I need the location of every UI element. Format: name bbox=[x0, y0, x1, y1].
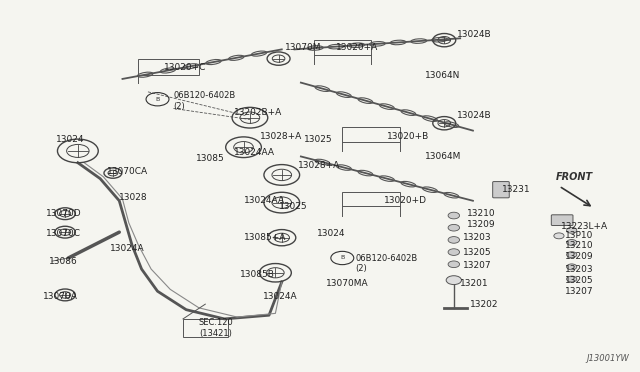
FancyBboxPatch shape bbox=[551, 215, 573, 225]
Bar bbox=[138, 59, 199, 75]
Text: 13020+D: 13020+D bbox=[384, 196, 427, 205]
Text: 13024AA: 13024AA bbox=[234, 148, 275, 157]
Text: 13085B: 13085B bbox=[241, 270, 275, 279]
Text: B: B bbox=[340, 256, 344, 260]
FancyBboxPatch shape bbox=[493, 182, 509, 198]
Text: 13064N: 13064N bbox=[425, 71, 461, 80]
Text: 13024A: 13024A bbox=[262, 292, 297, 301]
Bar bbox=[342, 127, 399, 142]
Text: 13223L+A: 13223L+A bbox=[561, 222, 608, 231]
Bar bbox=[314, 40, 371, 55]
Text: 13085+A: 13085+A bbox=[244, 233, 286, 242]
Text: 13210: 13210 bbox=[467, 209, 495, 218]
Bar bbox=[342, 192, 399, 206]
Text: 06B120-6402B
(2): 06B120-6402B (2) bbox=[355, 254, 417, 273]
Text: 13085: 13085 bbox=[196, 154, 225, 163]
Circle shape bbox=[566, 240, 577, 246]
Text: FRONT: FRONT bbox=[556, 172, 593, 182]
Text: 13205: 13205 bbox=[463, 248, 492, 257]
Circle shape bbox=[448, 249, 460, 256]
Text: 13207: 13207 bbox=[565, 287, 594, 296]
Text: 13207: 13207 bbox=[463, 261, 492, 270]
Text: 13024: 13024 bbox=[317, 230, 346, 238]
Text: 13024B: 13024B bbox=[457, 111, 492, 121]
Circle shape bbox=[448, 224, 460, 231]
Text: 13210: 13210 bbox=[565, 241, 594, 250]
Text: 13070A: 13070A bbox=[43, 292, 77, 301]
Text: 13025: 13025 bbox=[278, 202, 307, 211]
Text: 13205: 13205 bbox=[565, 276, 594, 285]
Text: 13070M: 13070M bbox=[285, 43, 321, 52]
Text: 13025: 13025 bbox=[304, 135, 333, 144]
Text: 13028+A: 13028+A bbox=[259, 132, 301, 141]
Text: 13070CA: 13070CA bbox=[106, 167, 148, 176]
Circle shape bbox=[448, 237, 460, 243]
Circle shape bbox=[566, 227, 577, 233]
Bar bbox=[183, 319, 228, 337]
Text: SEC.120
(13421): SEC.120 (13421) bbox=[199, 318, 234, 338]
Text: 13086: 13086 bbox=[49, 257, 78, 266]
Text: 13209: 13209 bbox=[467, 220, 495, 229]
Text: 13231: 13231 bbox=[502, 185, 530, 194]
Circle shape bbox=[566, 264, 577, 270]
Text: 13024: 13024 bbox=[56, 135, 84, 144]
Text: 13024B: 13024B bbox=[457, 30, 492, 39]
Text: 13020+C: 13020+C bbox=[164, 63, 206, 72]
Text: B: B bbox=[156, 97, 159, 102]
Text: 13070MA: 13070MA bbox=[326, 279, 369, 288]
Text: 13201: 13201 bbox=[460, 279, 489, 288]
Text: 13064M: 13064M bbox=[425, 152, 461, 161]
Circle shape bbox=[448, 212, 460, 219]
Circle shape bbox=[446, 276, 461, 285]
Text: 13028+A: 13028+A bbox=[298, 161, 340, 170]
Text: 13070C: 13070C bbox=[46, 230, 81, 238]
Text: 13020+A: 13020+A bbox=[336, 43, 378, 52]
Text: 13202: 13202 bbox=[470, 300, 499, 309]
Text: 13024A: 13024A bbox=[109, 244, 145, 253]
Text: 13020+B: 13020+B bbox=[387, 132, 429, 141]
Text: 13202B+A: 13202B+A bbox=[234, 108, 282, 117]
Text: 06B120-6402B
(2): 06B120-6402B (2) bbox=[173, 92, 236, 111]
Text: 13070D: 13070D bbox=[46, 209, 82, 218]
Circle shape bbox=[566, 252, 577, 258]
Text: J13001YW: J13001YW bbox=[586, 354, 629, 363]
Text: 13203: 13203 bbox=[565, 264, 594, 273]
Circle shape bbox=[554, 233, 564, 239]
Text: 13209: 13209 bbox=[565, 251, 594, 261]
Text: 13P10: 13P10 bbox=[565, 231, 594, 240]
Circle shape bbox=[448, 261, 460, 267]
Text: 13203: 13203 bbox=[463, 233, 492, 242]
Text: 13024AA: 13024AA bbox=[244, 196, 285, 205]
Text: 13028: 13028 bbox=[119, 193, 148, 202]
Circle shape bbox=[566, 276, 577, 282]
